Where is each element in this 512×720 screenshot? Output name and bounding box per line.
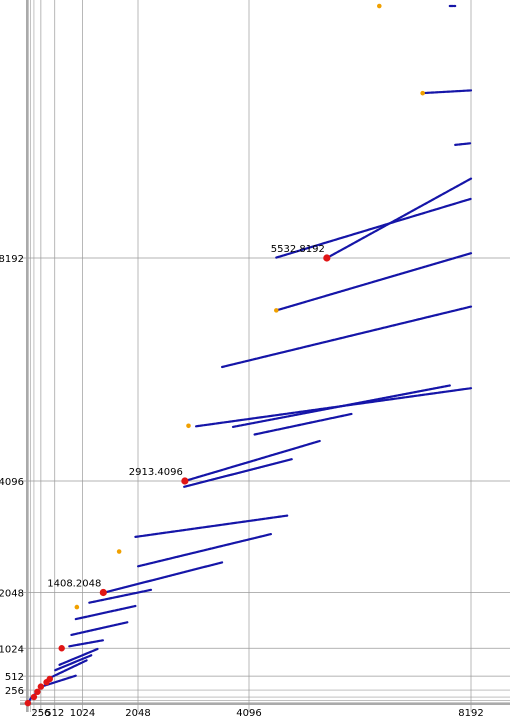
series-group (26, 4, 473, 705)
highlight-point-0 (99, 588, 107, 597)
series-segment-4 (58, 647, 99, 666)
series-segment-20 (325, 177, 473, 260)
start-point-0 (186, 423, 191, 429)
small-highlight-5 (46, 675, 53, 683)
y-tick-label: 1024 (0, 644, 24, 655)
grid (20, 0, 510, 712)
y-tick-label: 512 (5, 672, 24, 683)
start-point-2 (74, 604, 80, 610)
x-tick-label: 1024 (70, 708, 95, 719)
x-tick-label: 8192 (458, 708, 483, 719)
series-segment-21 (454, 142, 473, 146)
x-tick-label: 2048 (125, 708, 150, 719)
highlight-label-1: 2913.4096 (129, 467, 183, 478)
markers (24, 3, 425, 707)
small-highlight-0 (24, 699, 32, 707)
series-segment-9 (101, 561, 224, 595)
highlight-label-2: 5532.8192 (271, 244, 325, 255)
start-point-4 (420, 90, 425, 96)
highlight-point-2 (323, 254, 331, 262)
series-segment-12 (183, 457, 294, 488)
series-segment-17 (221, 305, 473, 369)
series-segment-16 (195, 387, 473, 428)
y-tick-label: 8192 (0, 254, 24, 265)
small-highlight-6 (58, 645, 65, 652)
start-point-5 (376, 3, 382, 9)
x-tick-label: 512 (45, 708, 64, 719)
series-segment-8 (88, 588, 153, 604)
series-segment-19 (275, 197, 473, 259)
small-highlight-2 (34, 688, 41, 696)
start-point-3 (274, 308, 279, 313)
series-segment-3 (54, 653, 94, 672)
series-segment-13 (183, 439, 321, 483)
series-segment-7 (74, 604, 137, 621)
highlight-label-0: 1408.2048 (47, 579, 101, 590)
y-tick-label: 256 (5, 686, 24, 697)
series-segment-6 (70, 621, 129, 637)
series-segment-14 (253, 412, 354, 436)
y-tick-label: 4096 (0, 477, 24, 488)
series-segment-18 (275, 252, 473, 312)
series-segment-10 (137, 532, 272, 568)
series-segment-5 (68, 639, 105, 648)
y-tick-label: 2048 (0, 589, 24, 600)
small-highlight-1 (30, 693, 38, 701)
series-segment-22 (421, 89, 473, 95)
series-segment-11 (134, 514, 289, 539)
series-segment-2 (48, 659, 88, 680)
x-tick-label: 256 (31, 708, 50, 719)
highlight-point-1 (181, 477, 189, 485)
start-point-1 (116, 549, 122, 554)
x-tick-label: 4096 (236, 708, 261, 719)
small-highlight-3 (37, 683, 45, 690)
